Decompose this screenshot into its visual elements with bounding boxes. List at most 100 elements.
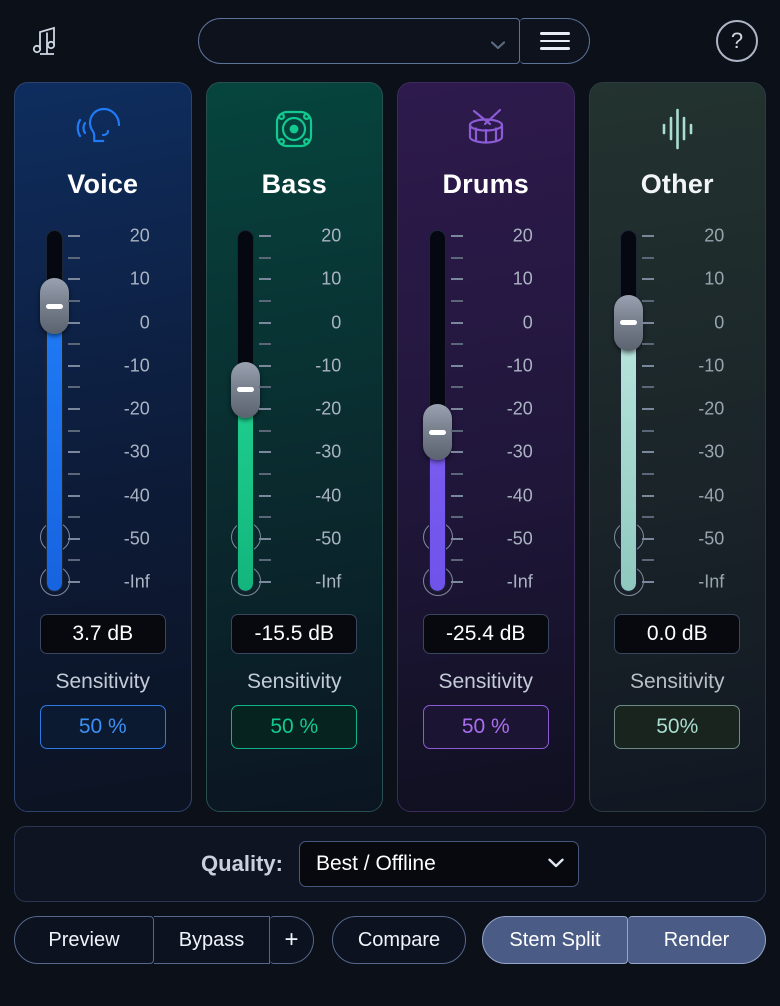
fader-tick-major	[67, 235, 80, 237]
voice-head-icon	[75, 101, 131, 157]
chevron-down-icon	[490, 37, 506, 49]
fader-scale-label: 0	[139, 312, 150, 332]
fader-scale-label: 0	[522, 312, 533, 332]
gain-value-drums[interactable]: -25.4 dB	[422, 614, 549, 654]
quality-value: Best / Offline	[315, 852, 436, 875]
fader-tick-major	[642, 235, 655, 237]
fader-tick-major	[642, 364, 655, 367]
fader-scale-label: -50	[123, 528, 150, 549]
fader-thumb-drums[interactable]	[422, 404, 452, 461]
quality-dropdown[interactable]: Best / Offline	[298, 841, 579, 887]
bypass-button[interactable]: Bypass	[154, 916, 270, 964]
fader-scale: 20 10 0 -10 -20 -30 -40 -50 -Inf	[450, 222, 559, 600]
fader-tick-minor	[259, 256, 272, 259]
fader-fill	[238, 388, 254, 591]
fader-scale-label: 10	[321, 268, 342, 289]
fader-area-bass: MS20100-10-20-30-40-50-Inf	[207, 222, 383, 600]
fader-thumb-bass[interactable]	[231, 361, 261, 418]
fader-tick-major	[450, 581, 463, 583]
preset-dropdown[interactable]	[198, 18, 520, 64]
fader-scale: 20 10 0 -10 -20 -30 -40 -50 -Inf	[67, 222, 176, 600]
fader-tick-major	[259, 321, 272, 324]
fader-tick-major	[259, 364, 272, 367]
preview-button[interactable]: Preview	[14, 916, 154, 964]
fader-tick-major	[259, 408, 272, 410]
gain-value-bass[interactable]: -15.5 dB	[231, 614, 358, 654]
fader-tick-major	[67, 408, 80, 410]
fader-tick-minor	[450, 343, 463, 346]
sensitivity-value-voice[interactable]: 50 %	[39, 705, 166, 749]
fader-tick-major	[450, 364, 463, 367]
waveform-bars-icon	[651, 101, 703, 157]
stem-panel-bass: BassMS20100-10-20-30-40-50-Inf-15.5 dBSe…	[205, 82, 383, 812]
fader-tick-minor	[450, 386, 463, 389]
fader-scale-label: -40	[315, 485, 342, 505]
fader-tick-major	[450, 451, 463, 454]
fader-tick-major	[642, 451, 655, 454]
fader-tick-minor	[67, 343, 80, 346]
transport-group: Preview Bypass +	[14, 916, 314, 964]
quality-bar: Quality: Best / Offline	[14, 826, 766, 902]
fader-scale-label: -20	[123, 398, 150, 419]
compare-button[interactable]: Compare	[332, 916, 466, 964]
fader-tick-major	[67, 581, 80, 583]
fader-tick-major	[450, 278, 463, 281]
fader-scale-label: -20	[506, 398, 533, 419]
fader-tick-minor	[642, 559, 655, 562]
fader-fill	[429, 431, 445, 591]
fader-scale-label: 20	[129, 225, 150, 246]
fader-scale-label: 0	[331, 312, 342, 332]
fader-thumb-voice[interactable]	[39, 278, 69, 335]
fader-tick-minor	[67, 429, 80, 432]
stem-split-button[interactable]: Stem Split	[482, 916, 628, 964]
fader-tick-minor	[642, 386, 655, 389]
fader-scale-label: -10	[698, 355, 725, 376]
fader-tick-minor	[67, 256, 80, 259]
fader-scale-label: -50	[506, 528, 533, 549]
snare-drum-icon	[458, 101, 514, 157]
sensitivity-label-other: Sensitivity	[629, 670, 725, 693]
bottom-toolbar: Preview Bypass + Compare Stem Split Rend…	[14, 916, 766, 964]
fader-tick-major	[67, 364, 80, 367]
fader-tick-minor	[259, 516, 272, 519]
quality-label: Quality:	[201, 851, 283, 876]
fader-thumb-other[interactable]	[614, 294, 644, 351]
fader-tick-minor	[450, 559, 463, 562]
fader-tick-minor	[642, 429, 655, 432]
fader-tick-minor	[450, 299, 463, 302]
fader-tick-major	[259, 537, 272, 540]
fader-tick-major	[642, 537, 655, 540]
fader-fill	[621, 321, 637, 591]
fader-tick-major	[67, 321, 80, 324]
fader-tick-minor	[259, 343, 272, 346]
menu-line	[539, 39, 570, 43]
sensitivity-value-bass[interactable]: 50 %	[231, 705, 358, 749]
sensitivity-value-other[interactable]: 50%	[614, 705, 741, 749]
fader-tick-major	[642, 494, 655, 497]
sensitivity-value-drums[interactable]: 50 %	[422, 705, 549, 749]
fader-scale-label: -30	[315, 441, 342, 462]
help-question-icon[interactable]: ?	[716, 20, 758, 62]
add-button[interactable]: +	[270, 916, 314, 964]
hamburger-menu-button[interactable]	[520, 18, 590, 64]
stem-name-drums: Drums	[442, 169, 530, 199]
speaker-woofer-icon	[268, 101, 320, 157]
fader-tick-major	[259, 451, 272, 454]
render-button[interactable]: Render	[628, 916, 766, 964]
fader-scale-label: -30	[123, 441, 150, 462]
fader-track-other[interactable]	[620, 230, 638, 592]
fader-scale-label: -50	[315, 528, 342, 549]
fader-scale: 20 10 0 -10 -20 -30 -40 -50 -Inf	[259, 222, 367, 600]
gain-value-voice[interactable]: 3.7 dB	[39, 614, 166, 654]
fader-scale-label: 0	[714, 312, 725, 332]
sensitivity-label-bass: Sensitivity	[246, 670, 342, 693]
fader-scale-label: -30	[506, 441, 533, 462]
fader-scale-label: 10	[129, 268, 150, 289]
fader-scale-label: 10	[512, 268, 533, 289]
fader-tick-major	[450, 537, 463, 540]
fader-scale: 20 10 0 -10 -20 -30 -40 -50 -Inf	[642, 222, 750, 600]
fader-tick-minor	[259, 559, 272, 562]
gain-value-other[interactable]: 0.0 dB	[614, 614, 741, 654]
